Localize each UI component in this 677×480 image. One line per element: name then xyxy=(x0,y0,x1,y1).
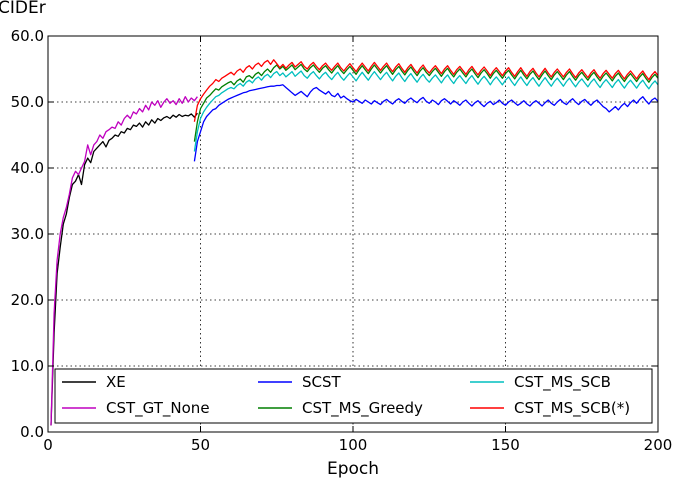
x-axis-label: Epoch xyxy=(327,459,379,479)
legend-label-5: CST_MS_SCB(*) xyxy=(514,399,630,418)
grid-layer xyxy=(48,36,658,432)
x-tick-label-2: 100 xyxy=(339,436,368,454)
series-line-2 xyxy=(193,84,658,162)
y-tick-label-5: 50.0 xyxy=(11,93,44,111)
tick-layer: 0 50 100 150 200 0.0 10.0 20.0 30.0 40.0 50.0 60.0 xyxy=(11,27,673,454)
x-tick-label-3: 150 xyxy=(491,436,520,454)
y-tick-label-2: 20.0 xyxy=(11,291,44,309)
legend-label-0: XE xyxy=(106,373,126,391)
series-layer xyxy=(50,59,658,426)
x-tick-label-1: 50 xyxy=(191,436,210,454)
legend-label-2: SCST xyxy=(302,373,342,391)
series-line-1 xyxy=(50,96,198,426)
y-tick-label-3: 30.0 xyxy=(11,225,44,243)
legend-label-1: CST_GT_None xyxy=(106,399,210,418)
legend: XE SCST CST_MS_SCB CST_GT_None CST_MS_Greedy… xyxy=(54,368,653,424)
y-tick-label-6: 60.0 xyxy=(11,27,44,45)
y-tick-label-0: 0.0 xyxy=(20,423,44,441)
y-tick-label-4: 40.0 xyxy=(11,159,44,177)
x-tick-label-0: 0 xyxy=(43,436,53,454)
legend-box xyxy=(54,368,653,424)
series-line-4 xyxy=(193,70,658,152)
y-tick-label-1: 10.0 xyxy=(11,357,44,375)
legend-label-3: CST_MS_Greedy xyxy=(302,399,423,418)
legend-label-4: CST_MS_SCB xyxy=(514,373,611,392)
series-line-5 xyxy=(193,59,658,122)
series-line-0 xyxy=(50,112,198,426)
series-line-3 xyxy=(193,63,658,142)
y-axis-label: CIDEr xyxy=(0,0,46,18)
x-tick-label-4: 200 xyxy=(644,436,673,454)
